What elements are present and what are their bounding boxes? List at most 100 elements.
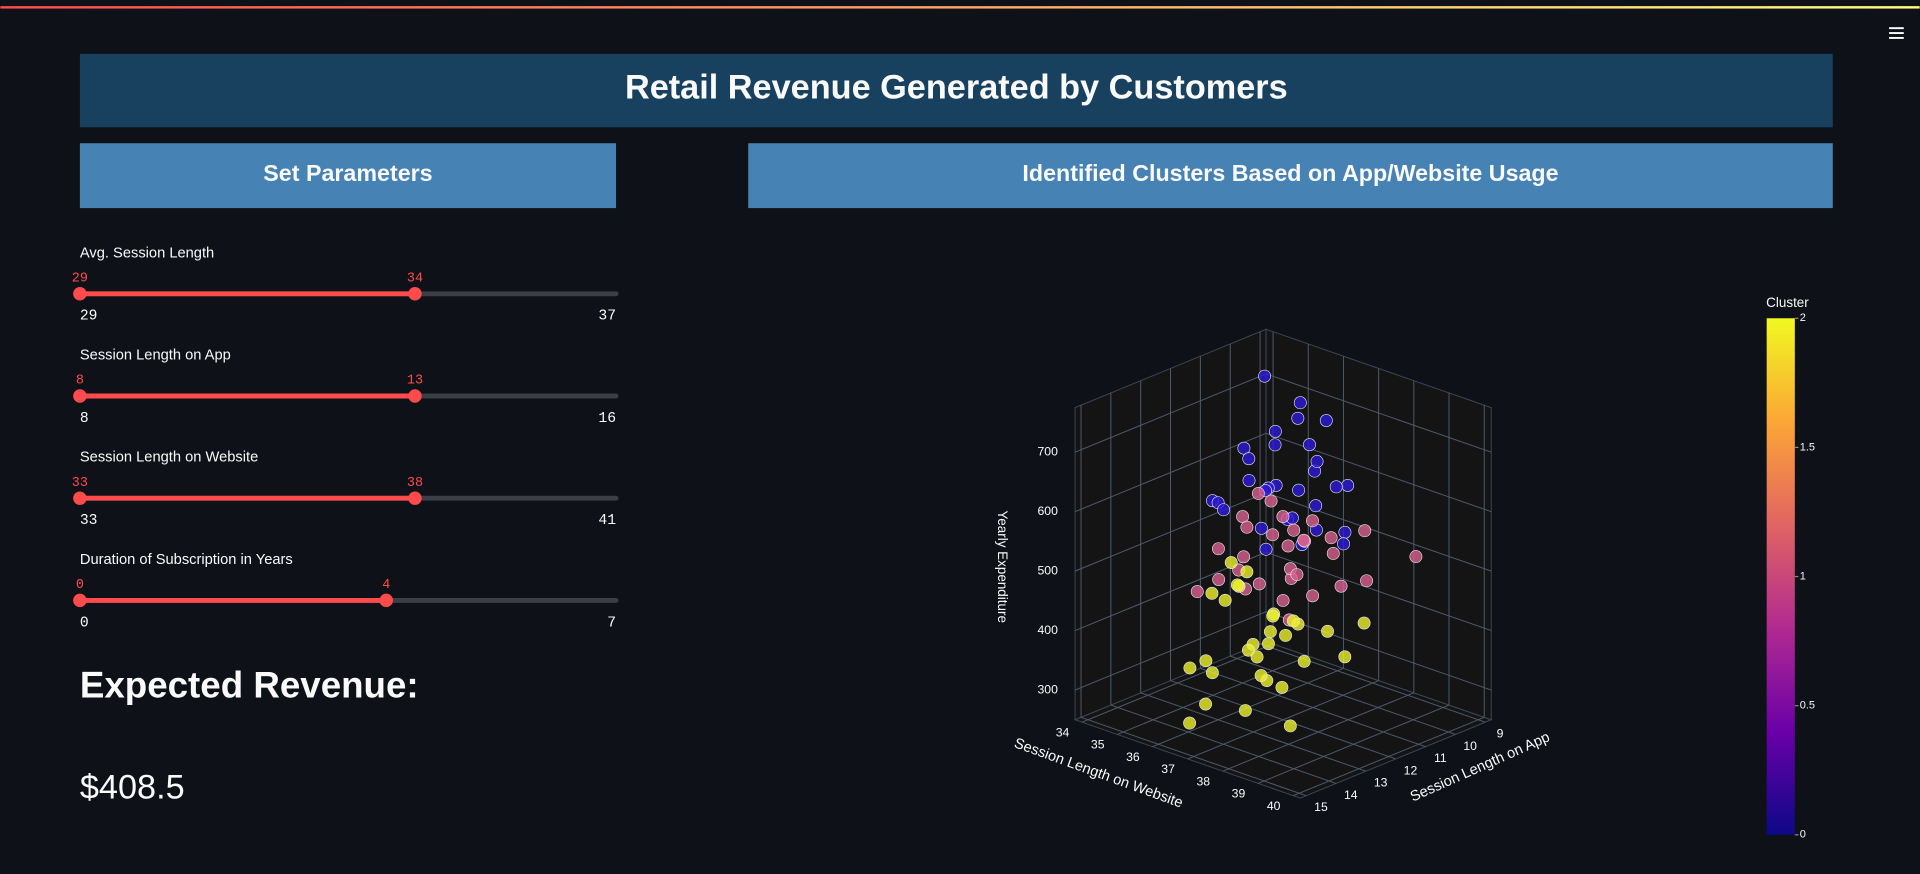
slider-max: 41 (598, 513, 616, 529)
slider-label: Avg. Session Length (80, 245, 214, 261)
data-point (1297, 533, 1311, 547)
y-tick-label: 15 (1314, 800, 1328, 814)
z-tick-label: 400 (1038, 623, 1059, 637)
data-point (1329, 480, 1343, 494)
grid-line (1265, 373, 1492, 453)
data-point (1293, 396, 1307, 410)
data-point (1303, 438, 1316, 452)
grid-line (1074, 373, 1267, 453)
slider-thumb[interactable] (73, 593, 87, 608)
slider-min: 33 (80, 513, 98, 529)
data-point (1263, 625, 1277, 639)
data-point (1275, 680, 1289, 694)
data-point (1337, 537, 1350, 551)
slider-max: 7 (607, 615, 616, 631)
colorbar-tick-label: 0.5 (1800, 700, 1815, 712)
data-point (1205, 586, 1219, 600)
data-point (1240, 565, 1254, 579)
data-point (1183, 716, 1197, 730)
slider-min: 29 (80, 309, 98, 325)
data-point (1409, 550, 1423, 564)
slider-thumb[interactable] (73, 491, 87, 505)
data-point (1240, 520, 1254, 534)
data-point (1297, 654, 1311, 668)
data-point (1241, 643, 1255, 657)
grid-line (1074, 432, 1267, 513)
data-point (1237, 441, 1251, 455)
grid-line (1074, 492, 1267, 572)
data-point (1242, 474, 1256, 487)
x-tick-label: 40 (1267, 799, 1281, 813)
data-point (1254, 669, 1268, 682)
data-point (1279, 629, 1292, 642)
slider-thumb[interactable] (408, 287, 422, 301)
data-point (1259, 542, 1273, 556)
data-point (1250, 650, 1264, 664)
slider-thumb[interactable] (73, 389, 87, 403)
data-point (1217, 503, 1230, 517)
grid-line (1170, 680, 1396, 760)
data-point (1268, 424, 1282, 438)
z-tick-label: 600 (1038, 504, 1059, 518)
data-point (1255, 521, 1268, 535)
grid-line (1200, 667, 1426, 748)
data-point (1199, 697, 1213, 711)
data-point (1251, 487, 1265, 500)
x-tick-label: 38 (1196, 774, 1210, 788)
colorbar (1766, 318, 1795, 835)
slider-value: 4 (382, 578, 390, 593)
colorbar-tick-label: 1.5 (1800, 441, 1815, 453)
slider-value: 38 (407, 476, 423, 491)
slider-value: 34 (407, 271, 423, 286)
data-point (1268, 438, 1282, 452)
slider-value: 0 (76, 578, 84, 593)
y-tick-label: 14 (1344, 788, 1358, 802)
data-point (1190, 585, 1204, 599)
data-point (1291, 411, 1305, 425)
data-point (1242, 452, 1256, 466)
y-tick-label: 9 (1497, 727, 1504, 741)
y-tick-label: 10 (1463, 739, 1477, 753)
slider-thumb[interactable] (379, 593, 393, 608)
slider-thumb[interactable] (73, 287, 87, 301)
data-point (1276, 594, 1290, 607)
data-point (1218, 593, 1232, 607)
data-point (1252, 577, 1266, 591)
slider-value: 33 (72, 476, 88, 491)
data-point (1338, 650, 1352, 664)
chart-panel-title: Identified Clusters Based on App/Website… (1022, 160, 1558, 186)
slider-value: 13 (407, 374, 423, 389)
slider-max: 16 (598, 411, 616, 427)
data-point (1281, 539, 1295, 553)
grid-line (1265, 551, 1492, 632)
slider-label: Duration of Subscription in Years (80, 552, 293, 568)
data-point (1338, 525, 1352, 539)
data-point (1310, 455, 1324, 468)
grid-line (1230, 655, 1456, 735)
slider-thumb[interactable] (408, 491, 422, 505)
data-point (1290, 568, 1304, 582)
data-point (1264, 494, 1278, 508)
slider-thumb[interactable] (408, 389, 422, 403)
grid-line (1074, 611, 1267, 691)
chart-banner (748, 143, 1833, 209)
grid-line (1140, 692, 1367, 772)
grid-line (1265, 492, 1492, 572)
menu-button[interactable] (1889, 27, 1904, 39)
slider-value: 8 (76, 374, 84, 389)
z-tick-label: 500 (1038, 563, 1059, 577)
data-point (1324, 531, 1338, 545)
page-title: Retail Revenue Generated by Customers (625, 68, 1288, 106)
top-decoration (0, 6, 1920, 9)
data-point (1286, 614, 1300, 628)
colorbar-tick-label: 1 (1800, 570, 1806, 582)
title-banner (79, 53, 1833, 128)
data-point (1224, 556, 1238, 569)
data-point (1326, 547, 1340, 560)
data-point (1258, 369, 1271, 383)
slider-min: 0 (80, 615, 89, 631)
parameters-title: Set Parameters (263, 160, 432, 186)
data-point (1183, 661, 1197, 675)
